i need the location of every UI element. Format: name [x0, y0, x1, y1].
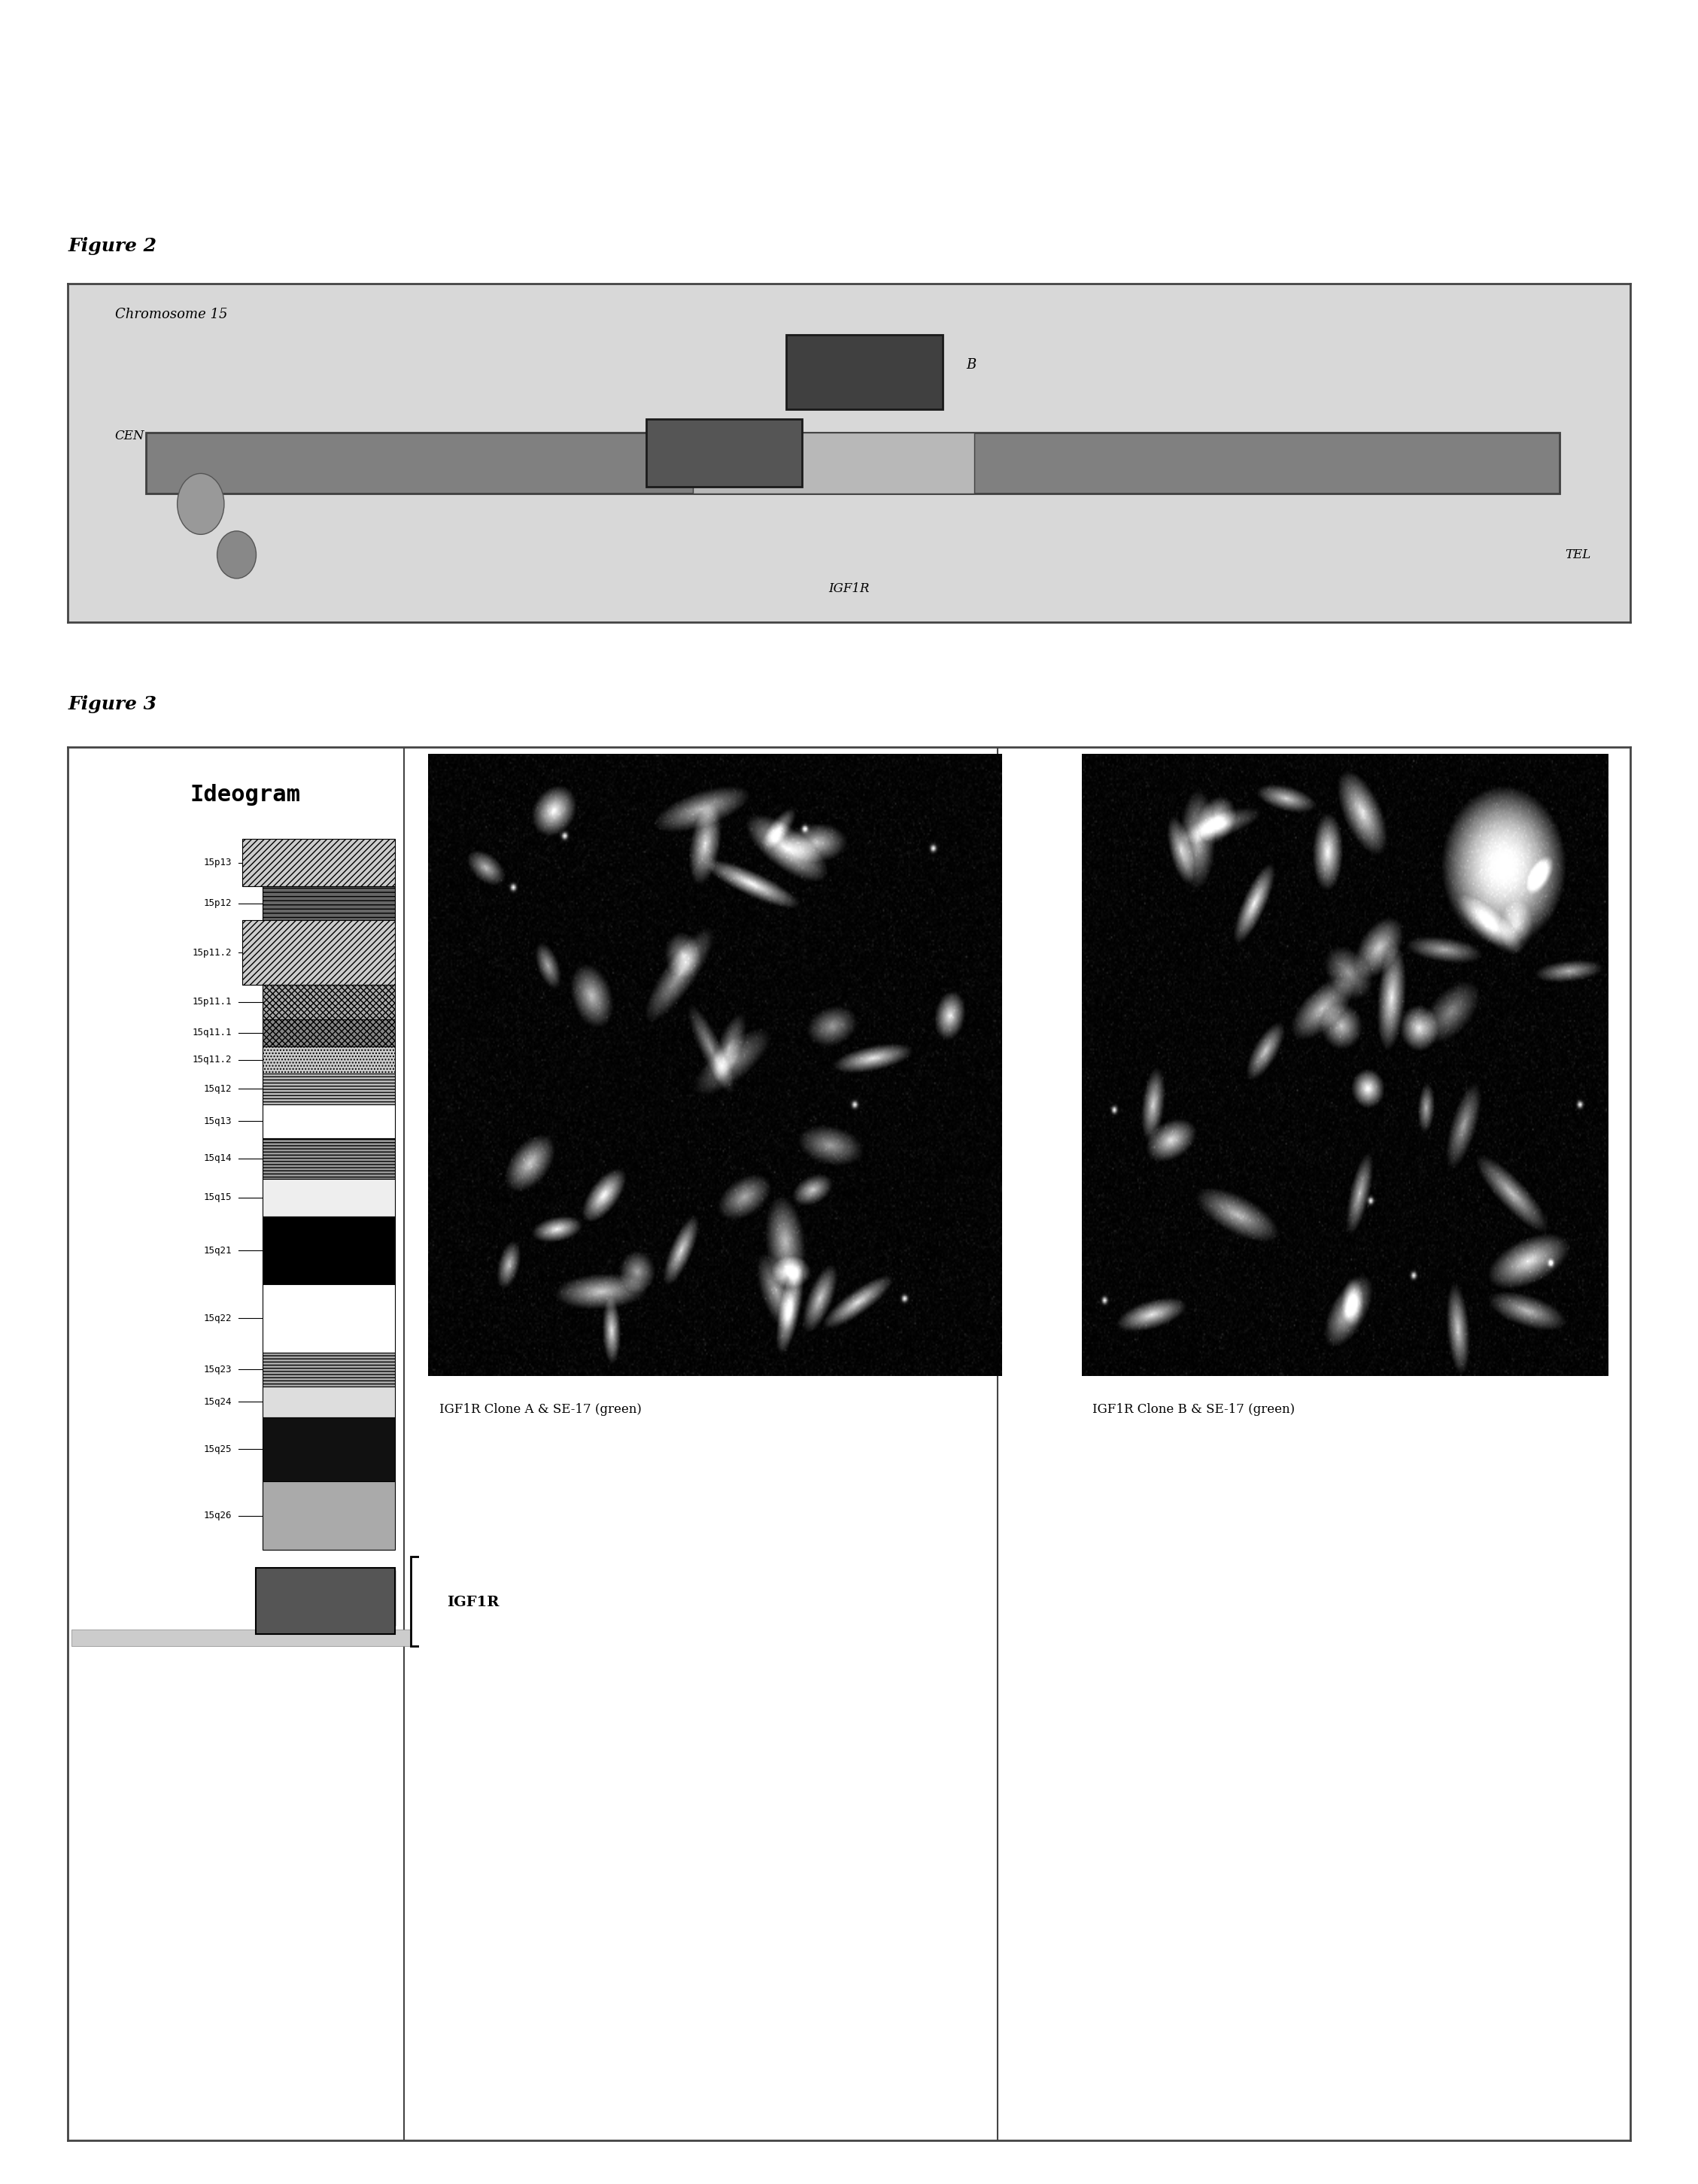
Text: B: B	[966, 358, 976, 371]
Bar	[693, 432, 975, 494]
Text: 15q12: 15q12	[204, 1083, 231, 1094]
Text: 15q22: 15q22	[204, 1313, 231, 1324]
Bar	[263, 1046, 396, 1075]
Text: 15q11.2: 15q11.2	[192, 1055, 231, 1066]
Text: 15q11.1: 15q11.1	[192, 1029, 231, 1037]
Text: 15q24: 15q24	[204, 1398, 231, 1406]
Bar	[263, 1020, 396, 1046]
Text: CEN: CEN	[115, 430, 144, 443]
Text: A: A	[825, 439, 835, 454]
Bar	[256, 1568, 396, 1634]
Text: 15q21: 15q21	[204, 1245, 231, 1256]
Text: 15p13: 15p13	[204, 858, 231, 867]
Ellipse shape	[177, 474, 224, 535]
Text: IGF1R Clone A & SE-17 (green): IGF1R Clone A & SE-17 (green)	[440, 1404, 642, 1415]
Text: 15q14: 15q14	[204, 1153, 231, 1164]
Bar	[263, 1387, 396, 1417]
Text: 15p12: 15p12	[204, 898, 231, 909]
Bar	[263, 985, 396, 1020]
Bar	[263, 1075, 396, 1105]
Bar	[263, 1138, 396, 1179]
Text: Chromosome 15: Chromosome 15	[115, 308, 228, 321]
Text: IGF1R: IGF1R	[447, 1594, 499, 1610]
Bar	[146, 432, 1560, 494]
Text: Ideogram: Ideogram	[190, 784, 301, 806]
Text: 15q23: 15q23	[204, 1365, 231, 1374]
Bar	[263, 1105, 396, 1138]
Bar	[645, 419, 801, 487]
Text: 15q15: 15q15	[204, 1192, 231, 1203]
Bar	[241, 839, 396, 887]
Bar	[263, 1284, 396, 1352]
Text: 15q13: 15q13	[204, 1116, 231, 1127]
Text: IGF1R Clone B & SE-17 (green): IGF1R Clone B & SE-17 (green)	[1092, 1404, 1294, 1415]
Bar	[263, 1481, 396, 1551]
Bar	[263, 1352, 396, 1387]
FancyBboxPatch shape	[411, 1557, 537, 1647]
Bar	[786, 334, 942, 408]
Text: Figure 2: Figure 2	[68, 236, 156, 256]
Bar	[263, 1216, 396, 1284]
Bar	[71, 1629, 419, 1647]
Bar	[263, 887, 396, 919]
Bar	[241, 919, 396, 985]
Bar	[263, 1179, 396, 1216]
Text: 15p11.1: 15p11.1	[192, 998, 231, 1007]
Text: 15p11.2: 15p11.2	[192, 948, 231, 957]
Text: IGF1R: IGF1R	[829, 583, 869, 594]
Bar	[256, 1570, 396, 1625]
Bar	[263, 1417, 396, 1481]
Text: Figure 3: Figure 3	[68, 695, 156, 714]
Text: 15q26: 15q26	[204, 1511, 231, 1520]
Ellipse shape	[217, 531, 256, 579]
Text: TEL: TEL	[1566, 548, 1591, 561]
Text: 15q25: 15q25	[204, 1444, 231, 1455]
